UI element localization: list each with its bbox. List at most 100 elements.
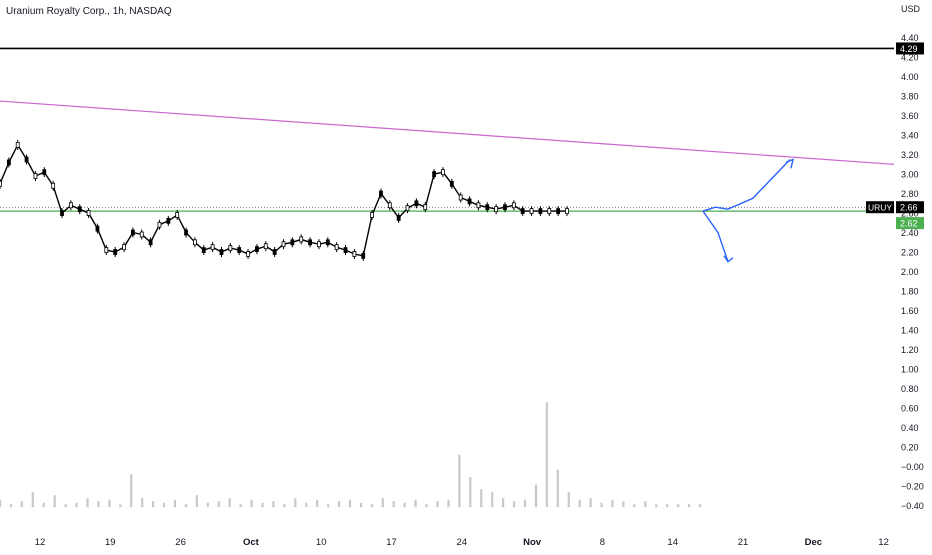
candle-body	[104, 247, 109, 253]
x-tick-label: 14	[667, 537, 678, 548]
volume-bar	[556, 469, 559, 508]
volume-bar	[97, 501, 100, 508]
candle-body	[299, 236, 304, 243]
candle-body	[432, 171, 437, 178]
x-tick-label: Dec	[805, 537, 822, 548]
candle-body	[175, 212, 180, 218]
projection-down-path	[702, 210, 729, 262]
projection-up-arrowhead	[785, 158, 794, 169]
candle-body	[449, 180, 454, 187]
candle-body	[60, 210, 64, 216]
candle-body	[113, 249, 118, 255]
x-tick-label: 10	[316, 537, 327, 548]
volume-bar	[228, 498, 231, 508]
y-tick-label: 3.80	[901, 92, 919, 102]
volume-bar	[348, 499, 352, 508]
y-tick-label: 0.80	[901, 384, 919, 394]
x-tick-label: 24	[457, 537, 468, 548]
candle-body	[352, 251, 357, 257]
volume-bar	[327, 504, 330, 508]
volume-bar	[152, 501, 155, 508]
volume-bar	[666, 504, 669, 508]
volume-bar	[687, 504, 691, 508]
candle-body	[228, 245, 233, 252]
volume-bar	[250, 499, 253, 508]
volume-bar	[316, 499, 319, 508]
candle-body	[68, 202, 73, 209]
candle-body	[370, 212, 374, 218]
candle-body	[237, 247, 242, 253]
volume-bar	[20, 501, 23, 508]
candle-body	[317, 241, 321, 248]
candle-body	[396, 215, 401, 221]
candle-body	[529, 208, 534, 215]
y-tick-label: 3.20	[901, 150, 919, 160]
volume-bar	[337, 501, 341, 508]
candle-body	[325, 239, 330, 246]
volume-bar	[195, 495, 198, 508]
candle-body	[86, 210, 91, 216]
candle-body	[42, 169, 47, 176]
candle-body	[485, 204, 490, 211]
y-tick-label: 0.40	[901, 423, 919, 433]
candle-body	[184, 229, 188, 236]
candle-body	[441, 169, 445, 176]
volume-bar	[42, 502, 45, 508]
last-price-label-bg	[896, 201, 924, 214]
candle-body	[219, 249, 224, 255]
y-tick-label: 1.20	[901, 345, 919, 355]
volume-bar	[698, 504, 702, 508]
volume-bar	[677, 504, 680, 508]
volume-bar	[239, 504, 242, 508]
y-tick-label: 0.20	[901, 442, 919, 452]
volume-bar	[403, 502, 406, 508]
volume-bar	[589, 498, 592, 508]
volume-bar	[600, 502, 603, 508]
volume-bar	[283, 504, 286, 508]
candle-body	[33, 173, 38, 179]
volume-bar	[86, 498, 89, 508]
volume-bar	[578, 499, 581, 508]
candle-body	[24, 156, 29, 163]
y-axis-unit-label: USD	[901, 4, 921, 14]
candle-body	[387, 202, 392, 209]
support-price-label: 2.62	[900, 219, 918, 229]
candle-body	[511, 202, 516, 209]
volume-bar	[184, 504, 188, 508]
y-tick-label: 4.40	[901, 33, 919, 43]
volume-bar	[458, 454, 461, 508]
volume-bar	[9, 504, 13, 508]
candle-body	[334, 244, 339, 251]
volume-bar	[447, 499, 450, 508]
volume-bar	[206, 502, 209, 508]
support-price-label-bg	[896, 217, 924, 230]
candle-body	[51, 182, 56, 189]
volume-bar	[622, 501, 625, 508]
volume-bar	[567, 492, 570, 508]
volume-bar	[655, 504, 658, 508]
candle-body	[343, 247, 348, 253]
candle-body	[414, 200, 419, 207]
candle-body	[379, 190, 383, 197]
volume-bar	[31, 492, 34, 508]
projection-up-path	[702, 159, 791, 212]
candle-body	[405, 205, 410, 212]
volume-bar	[75, 502, 78, 508]
volume-bar	[469, 477, 472, 508]
volume-bar	[480, 489, 483, 508]
y-tick-label: 3.40	[901, 131, 919, 141]
y-tick-label: 3.60	[901, 111, 919, 121]
candle-body	[476, 202, 481, 209]
candle-body	[0, 180, 2, 187]
volume-bar	[162, 502, 166, 508]
ticker-label: URUY	[868, 203, 892, 213]
volume-bar	[261, 502, 264, 508]
volume-bar	[534, 484, 538, 508]
candle-body	[77, 206, 82, 213]
candle-body	[361, 253, 366, 259]
candle-body	[503, 204, 507, 211]
trend-line	[0, 100, 895, 165]
volume-bar	[425, 504, 428, 508]
y-tick-label: 3.00	[901, 170, 919, 180]
